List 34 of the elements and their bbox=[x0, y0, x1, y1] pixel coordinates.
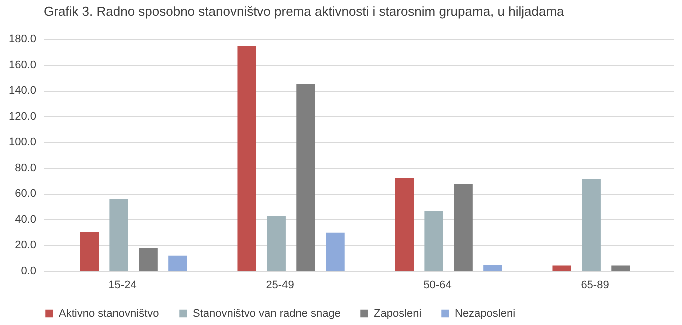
x-tick-label: 65-89 bbox=[581, 280, 610, 292]
y-tick-label: 120.0 bbox=[8, 110, 36, 123]
y-tick-label: 100.0 bbox=[8, 136, 36, 149]
legend-label: Stanovništvo van radne snage bbox=[193, 308, 341, 320]
y-tick-label: 140.0 bbox=[8, 85, 36, 98]
bar bbox=[80, 232, 99, 271]
bar bbox=[267, 216, 286, 271]
legend-label: Aktivno stanovništvo bbox=[59, 308, 160, 320]
x-tick-label: 25-49 bbox=[266, 280, 294, 292]
bar bbox=[296, 84, 316, 271]
bar bbox=[424, 211, 444, 271]
legend-label: Zaposleni bbox=[374, 308, 422, 320]
bar bbox=[454, 184, 473, 271]
y-tick-label: 20.0 bbox=[15, 240, 36, 252]
y-tick-label: 0.0 bbox=[21, 266, 36, 278]
y-tick-label: 40.0 bbox=[15, 214, 36, 226]
bar bbox=[238, 46, 256, 271]
bar bbox=[326, 232, 345, 271]
bar bbox=[552, 266, 572, 271]
bar bbox=[395, 178, 414, 271]
bar bbox=[110, 199, 128, 271]
bar bbox=[582, 179, 601, 271]
x-tick-label: 50-64 bbox=[424, 280, 452, 292]
x-tick-label: 15-24 bbox=[108, 280, 137, 292]
chart-title: Grafik 3. Radno sposobno stanovništvo prema aktivnosti i starosnim grupama, u hiljadama bbox=[44, 4, 566, 19]
y-tick-label: 60.0 bbox=[15, 188, 36, 200]
legend-label: Nezaposleni bbox=[455, 308, 516, 320]
bar bbox=[168, 256, 188, 271]
y-tick-label: 180.0 bbox=[8, 34, 36, 46]
y-tick-label: 160.0 bbox=[8, 59, 36, 72]
bar bbox=[139, 248, 158, 271]
bar bbox=[612, 266, 630, 271]
bar bbox=[484, 265, 502, 271]
y-tick-label: 80.0 bbox=[15, 162, 36, 174]
